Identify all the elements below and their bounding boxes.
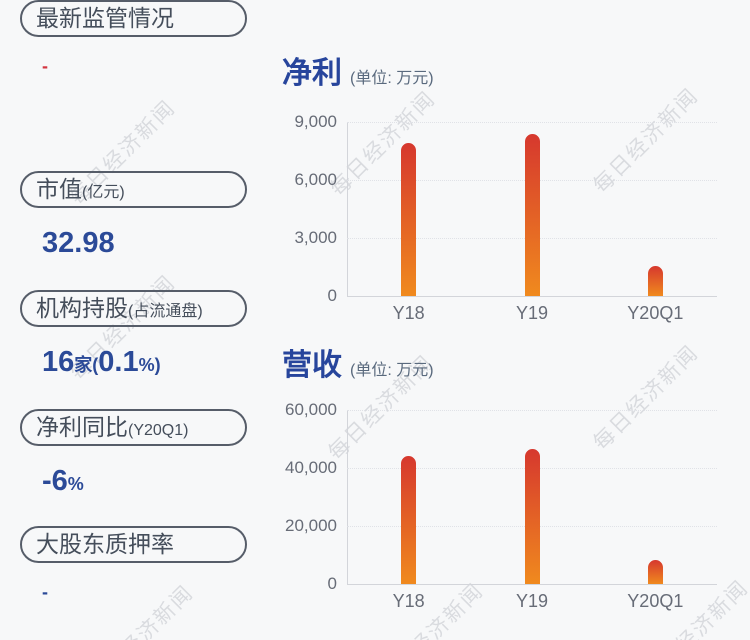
chart-header: 净利 (单位: 万元)	[282, 48, 742, 92]
gridline	[347, 410, 717, 411]
revenue-bar-chart: 营收 (单位: 万元) 0 20,000 40,000 60,000 Y18 Y19 Y20…	[282, 340, 742, 630]
stat-value-part: -	[42, 582, 48, 602]
y-axis-tick-label: 3,000	[294, 228, 337, 247]
plot-area: 0 3,000 6,000 9,000 Y18 Y19 Y20Q1	[294, 112, 717, 323]
x-axis-tick-label: Y19	[515, 303, 549, 323]
x-axis-tick-label: Y19	[515, 591, 549, 611]
stat-pill: 大股东质押率	[20, 526, 247, 563]
stat-value: -	[20, 582, 247, 603]
bar-y18	[401, 456, 417, 584]
chart-unit-label: (单位: 万元)	[350, 70, 434, 87]
stat-pill: 净利同比 (Y20Q1)	[20, 409, 247, 446]
bar-y19	[524, 133, 540, 296]
stat-value: 16家(0.1%)	[20, 346, 247, 379]
x-axis-tick-label: Y18	[392, 303, 425, 323]
stat-value-part: 家(	[74, 355, 99, 375]
y-axis-tick-label: 60,000	[285, 400, 337, 419]
stat-value: 32.98	[20, 227, 247, 260]
stat-pill: 市值 (亿元)	[20, 171, 247, 208]
x-axis-baseline	[347, 584, 717, 585]
chart-title: 净利	[282, 57, 342, 90]
stat-label: 机构持股	[36, 295, 128, 321]
stat-value-part: 0.1	[98, 346, 139, 378]
x-axis-tick-label: Y18	[392, 591, 425, 611]
bar-y20q1	[647, 266, 663, 296]
stat-value: -	[20, 56, 247, 77]
stat-value-part: -	[42, 56, 48, 76]
stat-institutional-holdings: 机构持股 (占流通盘) 16家(0.1%)	[20, 290, 247, 379]
stat-pill: 最新监管情况	[20, 0, 247, 37]
stat-label: 净利同比	[36, 414, 128, 440]
stat-pill: 机构持股 (占流通盘)	[20, 290, 247, 327]
x-axis-tick-label: Y20Q1	[627, 303, 684, 323]
bar-y20q1	[647, 559, 663, 584]
chart-title: 营收	[282, 349, 342, 382]
stat-value-part: %)	[138, 355, 161, 375]
chart-unit-label: (单位: 万元)	[350, 362, 434, 379]
stat-net-profit-yoy: 净利同比 (Y20Q1) -6%	[20, 409, 247, 498]
gridline	[347, 122, 717, 123]
net-profit-bar-chart: 净利 (单位: 万元) 0 3,000 6,000 9,000 Y18 Y19 Y20Q1	[282, 48, 742, 328]
y-axis-tick-label: 9,000	[294, 112, 337, 131]
x-axis-tick-label: Y20Q1	[627, 591, 684, 611]
stat-major-shareholder-pledge-ratio: 大股东质押率 -	[20, 526, 247, 603]
stat-value-part: 32.98	[42, 227, 115, 259]
x-axis-baseline	[347, 296, 717, 297]
stat-sublabel: (Y20Q1)	[128, 422, 189, 439]
stat-sublabel: (占流通盘)	[128, 303, 203, 320]
y-axis-tick-label: 6,000	[294, 170, 337, 189]
bar-y18	[401, 143, 417, 296]
stat-value: -6%	[20, 465, 247, 498]
stat-label: 最新监管情况	[36, 5, 174, 31]
stat-value-part: %	[67, 474, 84, 494]
y-axis-tick-label: 20,000	[285, 516, 337, 535]
y-axis-tick-label: 40,000	[285, 458, 337, 477]
stat-label: 市值	[36, 176, 82, 202]
plot-area: 0 20,000 40,000 60,000 Y18 Y19 Y20Q1	[285, 400, 717, 611]
stat-market-cap: 市值 (亿元) 32.98	[20, 171, 247, 260]
stat-label: 大股东质押率	[36, 531, 174, 557]
stat-sublabel: (亿元)	[82, 184, 125, 201]
y-axis-tick-label: 0	[327, 574, 337, 593]
y-axis-tick-label: 0	[327, 286, 337, 305]
stat-latest-regulatory-status: 最新监管情况 -	[20, 0, 247, 77]
bar-y19	[524, 448, 540, 584]
stat-value-part: 16	[42, 346, 75, 378]
chart-header: 营收 (单位: 万元)	[282, 340, 742, 384]
stat-value-part: -6	[42, 465, 68, 497]
